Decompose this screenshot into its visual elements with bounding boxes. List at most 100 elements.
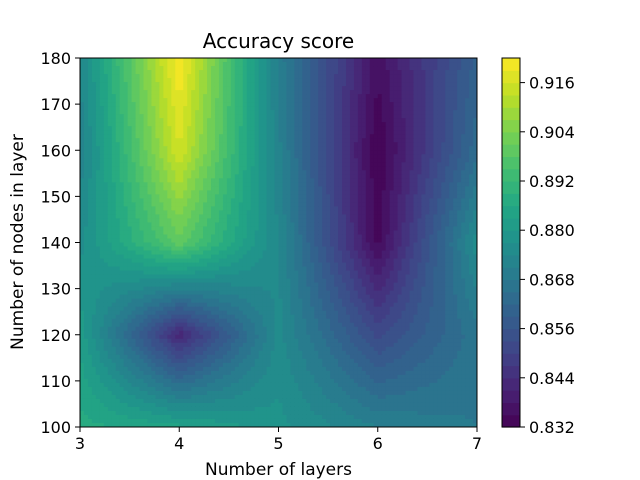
contour-cell — [187, 162, 192, 167]
contour-cell — [365, 254, 371, 260]
contour-cell — [393, 190, 399, 195]
contour-cell — [167, 98, 172, 103]
contour-cell — [203, 62, 208, 67]
contour-cell — [314, 190, 319, 195]
contour-cell — [187, 170, 192, 175]
contour-cell — [163, 130, 168, 135]
contour-cell — [429, 106, 434, 111]
contour-cell — [381, 190, 387, 195]
contour-cell — [417, 250, 423, 256]
contour-cell — [449, 122, 454, 127]
contour-cell — [353, 98, 359, 103]
contour-cell — [334, 66, 339, 71]
contour-cell — [218, 194, 224, 199]
contour-cell — [433, 242, 438, 248]
contour-cell — [469, 202, 474, 207]
contour-cell — [389, 190, 395, 195]
contour-cell — [83, 126, 89, 131]
contour-cell — [258, 110, 264, 115]
contour-cell — [163, 154, 168, 159]
contour-cell — [254, 146, 260, 151]
contour-cell — [302, 194, 307, 199]
contour-cell — [357, 90, 363, 95]
contour-cell — [322, 138, 327, 143]
contour-cell — [381, 78, 387, 83]
contour-cell — [250, 74, 256, 79]
contour-cell — [326, 214, 331, 220]
contour-cell — [453, 198, 458, 203]
contour-cell — [461, 178, 466, 183]
contour-cell — [171, 94, 176, 99]
contour-cell — [349, 178, 355, 183]
contour-cell — [95, 110, 101, 115]
contour-cell — [131, 90, 137, 95]
contour-cell — [214, 74, 220, 79]
contour-cell — [314, 226, 319, 232]
contour-cell — [131, 222, 137, 228]
contour-cell — [131, 162, 137, 167]
contour-cell — [397, 190, 403, 195]
contour-cell — [397, 174, 403, 179]
contour-cell — [421, 234, 426, 240]
contour-cell — [143, 70, 149, 75]
contour-cell — [437, 58, 442, 63]
contour-cell — [123, 250, 129, 256]
contour-cell — [246, 218, 252, 224]
contour-cell — [139, 162, 145, 167]
contour-cell — [318, 194, 323, 199]
contour-cell — [87, 86, 93, 91]
contour-cell — [381, 254, 387, 260]
contour-cell — [449, 138, 454, 143]
contour-cell — [95, 134, 101, 139]
contour-cell — [151, 98, 157, 103]
contour-cell — [155, 234, 160, 240]
contour-cell — [449, 142, 454, 147]
contour-cell — [262, 66, 268, 71]
contour-cell — [167, 182, 172, 187]
contour-cell — [91, 178, 97, 183]
contour-cell — [175, 82, 180, 87]
contour-cell — [270, 162, 276, 167]
contour-cell — [377, 70, 383, 75]
contour-cell — [373, 86, 379, 91]
contour-cell — [211, 178, 216, 183]
contour-cell — [361, 66, 367, 71]
contour-cell — [461, 254, 466, 260]
contour-cell — [99, 150, 105, 155]
contour-cell — [453, 206, 458, 212]
contour-cell — [258, 242, 264, 248]
contour-cell — [441, 126, 446, 131]
contour-cell — [393, 150, 399, 155]
contour-cell — [246, 186, 252, 191]
contour-cell — [163, 66, 168, 71]
contour-cell — [445, 122, 450, 127]
contour-cell — [207, 210, 212, 216]
contour-cell — [429, 90, 434, 95]
contour-cell — [183, 130, 188, 135]
contour-cell — [139, 114, 145, 119]
contour-cell — [195, 202, 200, 207]
contour-cell — [266, 98, 272, 103]
contour-cell — [441, 146, 446, 151]
contour-cell — [473, 86, 477, 91]
contour-cell — [143, 242, 149, 248]
contour-cell — [361, 202, 367, 207]
contour-cell — [421, 106, 426, 111]
contour-cell — [155, 186, 160, 191]
contour-cell — [453, 210, 458, 216]
contour-cell — [306, 142, 311, 147]
contour-cell — [131, 134, 137, 139]
contour-cell — [274, 110, 280, 115]
contour-cell — [397, 114, 403, 119]
contour-cell — [433, 70, 438, 75]
contour-cell — [353, 78, 359, 83]
contour-cell — [413, 130, 419, 135]
contour-cell — [421, 86, 426, 91]
contour-cell — [465, 170, 470, 175]
contour-cell — [294, 190, 299, 195]
contour-cell — [365, 250, 371, 256]
contour-cell — [365, 90, 371, 95]
contour-cell — [242, 230, 248, 236]
contour-cell — [417, 238, 423, 244]
contour-cell — [195, 94, 200, 99]
